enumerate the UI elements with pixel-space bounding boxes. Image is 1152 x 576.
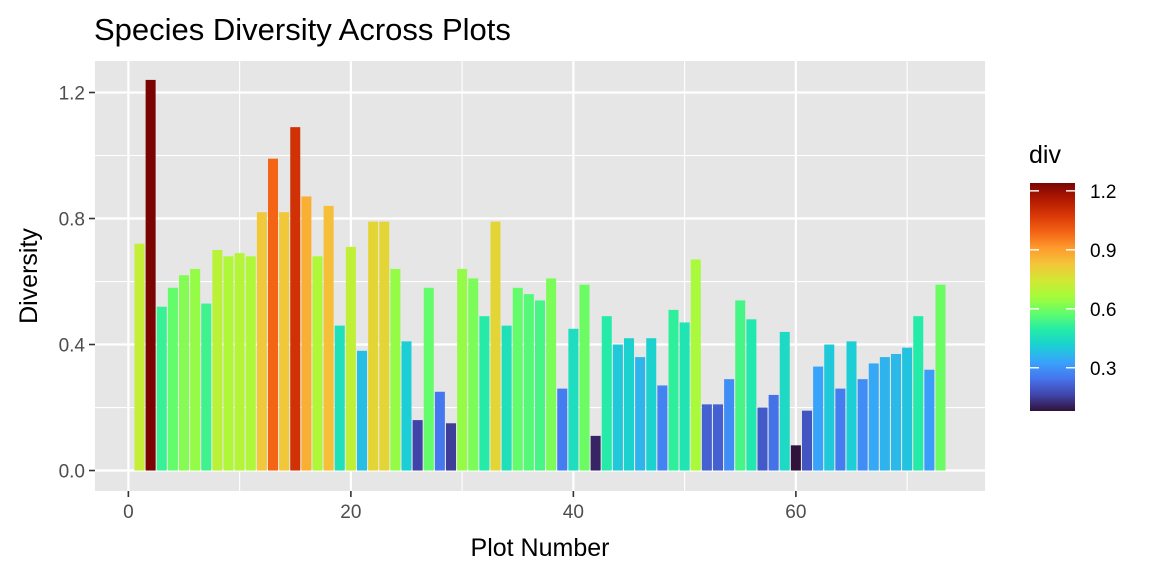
x-tick-label: 40 [563, 502, 584, 523]
bar-plot-7 [201, 303, 212, 471]
y-tick-label: 1.2 [59, 84, 85, 105]
bar-plot-20 [345, 246, 356, 471]
bar-plot-12 [256, 212, 267, 471]
bars [134, 79, 946, 471]
bar-plot-66 [857, 379, 868, 471]
bar-plot-34 [501, 325, 512, 471]
legend: div 0.3 0.6 0.9 1.2 [1029, 141, 1116, 411]
legend-tick-label: 0.9 [1090, 241, 1116, 262]
bar-plot-15 [290, 127, 301, 471]
bar-plot-56 [746, 319, 757, 471]
x-tick-label: 0 [123, 502, 134, 523]
bar-plot-62 [813, 366, 824, 471]
bar-plot-32 [479, 316, 490, 471]
bar-plot-26 [412, 420, 423, 471]
bar-plot-31 [468, 278, 479, 471]
bar-plot-38 [546, 278, 557, 471]
y-axis: 0.0 0.4 0.8 1.2 [59, 84, 95, 483]
bar-plot-69 [890, 353, 902, 471]
bar-plot-10 [234, 253, 245, 471]
bar-plot-48 [657, 385, 668, 471]
bar-plot-58 [768, 394, 779, 471]
bar-plot-73 [935, 284, 946, 471]
bar-plot-49 [668, 309, 679, 471]
bar-plot-1 [134, 243, 145, 471]
bar-plot-30 [457, 268, 468, 471]
bar-plot-24 [390, 268, 401, 471]
x-tick-label: 20 [340, 502, 361, 523]
bar-plot-60 [790, 445, 801, 471]
y-tick-label: 0.8 [59, 210, 85, 231]
bar-plot-35 [512, 287, 523, 471]
bar-plot-54 [724, 379, 735, 471]
bar-plot-65 [846, 341, 857, 471]
legend-title: div [1029, 141, 1061, 169]
bar-plot-46 [635, 357, 646, 471]
bar-plot-25 [401, 341, 412, 471]
bar-plot-16 [301, 196, 312, 471]
x-axis-title: Plot Number [471, 534, 610, 562]
y-tick-label: 0.0 [59, 462, 85, 483]
legend-tick-label: 1.2 [1090, 182, 1116, 203]
bar-plot-51 [690, 259, 701, 471]
bar-plot-57 [757, 407, 768, 471]
bar-plot-23 [379, 221, 390, 471]
bar-plot-21 [356, 350, 368, 471]
bar-plot-42 [590, 435, 601, 471]
bar-plot-72 [924, 369, 935, 471]
legend-tick-label: 0.6 [1090, 300, 1116, 321]
legend-tick-label: 0.3 [1090, 359, 1116, 380]
bar-plot-4 [167, 287, 178, 471]
bar-plot-67 [868, 363, 879, 471]
bar-plot-37 [534, 300, 546, 471]
bar-plot-64 [835, 388, 846, 471]
bar-plot-71 [913, 316, 924, 471]
bar-plot-18 [323, 205, 334, 471]
y-tick-label: 0.4 [59, 336, 86, 357]
bar-plot-44 [612, 344, 623, 471]
bar-plot-43 [601, 316, 612, 471]
bar-plot-6 [190, 268, 201, 471]
x-axis: 0 20 40 60 [123, 491, 806, 523]
bar-plot-17 [312, 256, 323, 471]
bar-plot-47 [646, 338, 657, 471]
bar-plot-13 [267, 158, 279, 471]
bar-plot-3 [156, 306, 167, 471]
bar-plot-14 [279, 212, 290, 471]
bar-plot-5 [178, 275, 190, 471]
legend-ticks: 0.3 0.6 0.9 1.2 [1030, 182, 1116, 380]
bar-plot-2 [145, 79, 156, 471]
bar-plot-28 [434, 391, 445, 471]
bar-plot-59 [779, 331, 790, 471]
bar-plot-36 [523, 294, 534, 471]
bar-plot-19 [334, 325, 345, 471]
x-tick-label: 60 [785, 502, 806, 523]
bar-plot-63 [824, 344, 835, 471]
bar-plot-41 [579, 284, 590, 471]
bar-plot-33 [490, 221, 501, 471]
bar-plot-29 [445, 423, 457, 471]
bar-plot-68 [879, 357, 890, 471]
bar-plot-55 [735, 300, 746, 471]
bar-plot-61 [801, 410, 813, 471]
legend-colorbar [1030, 183, 1075, 411]
bar-plot-39 [557, 388, 568, 471]
bar-plot-53 [712, 404, 724, 471]
bar-plot-50 [679, 322, 690, 471]
bar-plot-8 [212, 250, 223, 471]
bar-plot-70 [902, 347, 913, 471]
bar-plot-11 [245, 256, 256, 471]
bar-plot-22 [368, 221, 379, 471]
bar-plot-40 [568, 328, 579, 471]
bar-plot-9 [223, 256, 234, 471]
chart-title: Species Diversity Across Plots [94, 12, 511, 47]
bar-plot-52 [701, 404, 712, 471]
bar-plot-45 [623, 338, 635, 471]
y-axis-title: Diversity [15, 228, 43, 324]
bar-plot-27 [423, 287, 434, 471]
